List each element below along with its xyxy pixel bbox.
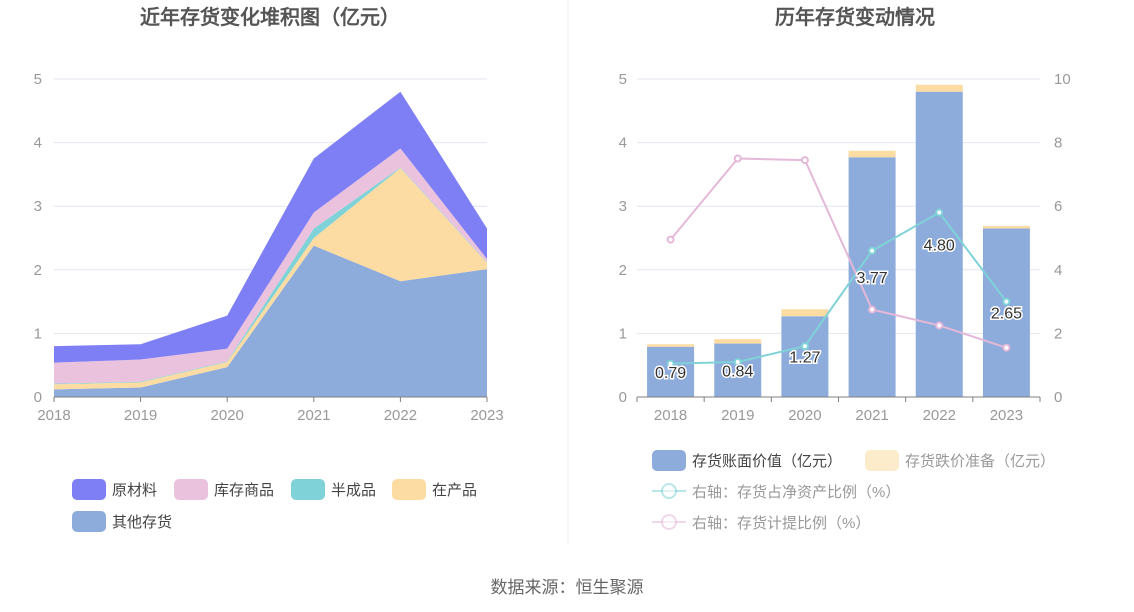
right-y2-tick-label: 8 [1054,135,1062,152]
chart-right-title: 历年存货变动情况 [775,5,935,29]
legend-swatch-库存商品 [174,479,208,500]
left-axis: 0 1 2 3 4 5 2018 2019 2020 2021 2022 2023 [34,71,504,424]
bar-存货账面价值（亿元） [982,228,1030,397]
right-lines [666,154,1011,368]
right-x-tick-label: 2023 [990,407,1023,424]
line-point-右轴：存货计提比例（%） [868,305,877,314]
bar-data-label: 2.65 [991,306,1022,323]
left-y-tick-label: 5 [34,71,42,88]
line-point-右轴：存货计提比例（%） [666,235,675,244]
chart-left-title: 近年存货变化堆积图（亿元） [140,5,400,29]
legend-marker-右轴：存货占净资产比例（%） [661,483,677,499]
bar-存货跌价准备（亿元） [714,339,762,344]
right-axis: 0 1 2 3 4 5 0 2 4 6 8 10 2018 2019 2020 2021 2022 2023 [619,71,1071,424]
bar-data-label: 4.80 [924,237,955,254]
legend-label-在产品: 在产品 [432,482,477,499]
area-series-原材料 [54,91,487,363]
bar-data-label: 3.77 [857,270,888,287]
right-y-tick-label: 0 [619,389,627,406]
bar-data-label: 0.79 [655,365,686,382]
right-legend: 存货账面价值（亿元） 存货跌价准备（亿元） 右轴：存货占净资产比例（%） 右轴：存货计… [652,450,1055,532]
legend-label-其他存货: 其他存货 [112,514,172,531]
right-y-tick-label: 1 [619,325,627,342]
right-bar-labels: 0.79 0.84 1.27 3.77 4.80 2.65 [654,236,1024,384]
left-x-tick-label: 2023 [470,407,503,424]
legend-swatch-存货跌价准备（亿元） [865,450,899,471]
bar-存货账面价值（亿元） [647,346,695,397]
right-y2-tick-label: 6 [1054,198,1062,215]
line-point-右轴：存货计提比例（%） [733,154,742,163]
legend-label-库存商品: 库存商品 [214,482,274,499]
legend-label-原材料: 原材料 [112,482,157,499]
legend-label-右轴：存货占净资产比例（%）: 右轴：存货占净资产比例（%） [692,484,900,501]
right-y-tick-label: 3 [619,198,627,215]
line-point-右轴：存货占净资产比例（%） [666,359,675,368]
legend-label-存货账面价值（亿元）: 存货账面价值（亿元） [692,453,842,470]
right-y2-tick-label: 0 [1054,389,1062,406]
right-x-tick-label: 2021 [855,407,888,424]
line-point-右轴：存货计提比例（%） [935,321,944,330]
bar-存货跌价准备（亿元） [982,225,1030,229]
left-y-tick-label: 0 [34,389,42,406]
bar-data-label: 0.84 [722,363,753,380]
legend-label-右轴：存货计提比例（%）: 右轴：存货计提比例（%） [692,515,870,532]
right-y2-tick-label: 4 [1054,262,1062,279]
right-y-tick-label: 2 [619,262,627,279]
bar-存货账面价值（亿元） [915,91,963,397]
left-stacked-areas [54,91,487,397]
legend-swatch-其他存货 [72,511,106,532]
bar-存货账面价值（亿元） [781,316,829,397]
legend-label-存货跌价准备（亿元）: 存货跌价准备（亿元） [905,453,1055,470]
right-x-tick-label: 2020 [788,407,821,424]
left-x-tick-label: 2022 [384,407,417,424]
bar-存货跌价准备（亿元） [647,344,695,347]
right-y2-tick-label: 10 [1054,71,1071,88]
line-series-右轴：存货计提比例（%） [669,157,1007,349]
legend-swatch-存货账面价值（亿元） [652,450,686,471]
line-point-右轴：存货占净资产比例（%） [935,208,944,217]
line-point-右轴：存货占净资产比例（%） [1002,297,1011,306]
left-x-tick-label: 2019 [124,407,157,424]
source-note: 数据来源：恒生聚源 [491,578,644,597]
line-point-右轴：存货占净资产比例（%） [800,342,809,351]
legend-marker-右轴：存货计提比例（%） [661,514,677,530]
right-y2-tick-label: 2 [1054,325,1062,342]
area-series-在产品 [54,168,487,390]
bar-存货账面价值（亿元） [714,343,762,397]
right-grid [637,78,1040,334]
left-y-tick-label: 3 [34,198,42,215]
bar-data-label: 1.27 [789,350,820,367]
line-point-右轴：存货计提比例（%） [800,156,809,165]
bar-存货跌价准备（亿元） [781,309,829,317]
legend-label-半成品: 半成品 [331,482,376,499]
line-point-右轴：存货计提比例（%） [1002,343,1011,352]
bar-存货跌价准备（亿元） [915,84,963,92]
right-y-tick-label: 5 [619,71,627,88]
line-point-右轴：存货占净资产比例（%） [868,246,877,255]
bar-存货跌价准备（亿元） [848,150,896,158]
legend-swatch-半成品 [291,479,325,500]
left-y-tick-label: 1 [34,325,42,342]
left-x-tick-label: 2021 [297,407,330,424]
left-x-tick-label: 2020 [211,407,244,424]
right-x-tick-label: 2022 [923,407,956,424]
right-bars [647,84,1030,397]
legend-swatch-在产品 [392,479,426,500]
area-series-其他存货 [54,245,487,397]
line-series-右轴：存货占净资产比例（%） [670,211,1008,365]
right-y-tick-label: 4 [619,135,627,152]
left-x-tick-label: 2018 [37,407,70,424]
line-point-右轴：存货占净资产比例（%） [733,358,742,367]
legend-swatch-原材料 [72,479,106,500]
left-y-tick-label: 4 [34,135,42,152]
right-x-tick-label: 2019 [721,407,754,424]
right-x-tick-label: 2018 [654,407,687,424]
left-y-tick-label: 2 [34,262,42,279]
